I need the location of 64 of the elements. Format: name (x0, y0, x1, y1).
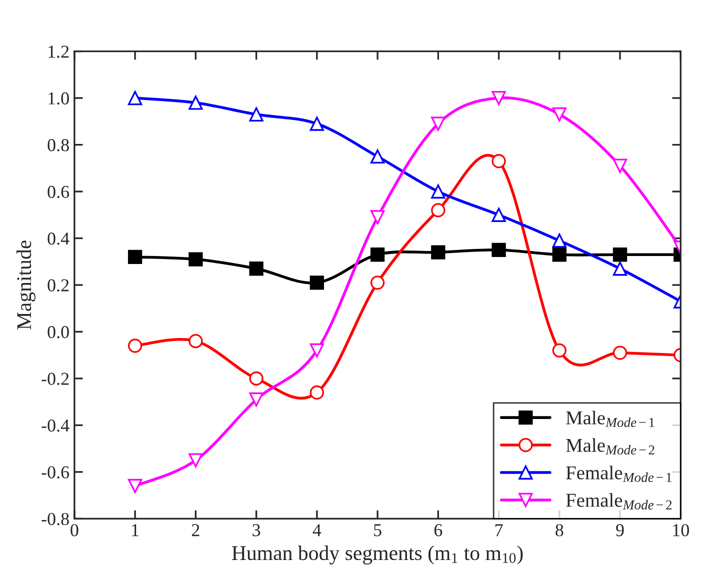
point (431, 245, 446, 260)
y-tick-label: 0.6 (48, 186, 70, 198)
legend-label: Male$_{Mode−1}$ (566, 410, 654, 428)
x-tick-label: 1 (132, 524, 138, 536)
point (188, 96, 203, 110)
point (431, 116, 446, 131)
point (431, 203, 446, 218)
point (249, 371, 264, 386)
point (552, 234, 566, 248)
x-tick-label: 8 (556, 524, 564, 536)
y-tick-label: 0.4 (48, 232, 70, 245)
point (310, 343, 324, 358)
point (612, 158, 628, 173)
point (249, 392, 264, 407)
y-tick-label: 1.2 (48, 46, 69, 58)
y-tick-label: 0.2 (48, 279, 69, 292)
x-axis-title: Human body segments (m$_{1}$ to m$_{10}$) (232, 545, 523, 564)
point (552, 248, 566, 262)
point (492, 154, 506, 168)
x-tick-label: 7 (495, 524, 503, 536)
point (612, 248, 628, 262)
point (431, 184, 446, 199)
y-tick-label: 0.0 (48, 326, 69, 338)
x-tick-label: 5 (374, 524, 382, 536)
point (370, 248, 385, 262)
point (310, 385, 324, 400)
x-tick-label: 0 (70, 524, 78, 536)
point (612, 346, 628, 360)
point (492, 208, 506, 222)
y-tick-label: 0.8 (48, 139, 69, 152)
point (128, 478, 142, 494)
y-axis-title: Magnitude (16, 240, 36, 330)
point (552, 107, 566, 122)
y-tick-label: -0.8 (42, 512, 69, 526)
x-tick-label: 4 (312, 524, 322, 536)
point (552, 343, 566, 358)
y-tick-label: -0.6 (42, 466, 70, 478)
y-tick-label: 1.0 (48, 92, 69, 105)
point (370, 210, 385, 224)
x-tick-label: 3 (252, 524, 260, 536)
point (370, 276, 385, 290)
point (128, 250, 142, 264)
point (128, 338, 142, 353)
point (128, 90, 142, 106)
point (188, 334, 203, 348)
point (188, 453, 203, 468)
x-tick-label: 10 (673, 524, 689, 536)
legend-label: Female$_{Mode−2}$ (566, 493, 672, 510)
point (249, 107, 264, 122)
x-tick-label: 2 (192, 524, 200, 536)
y-tick-label: -0.4 (42, 419, 70, 432)
legend-label: Male$_{Mode−2}$ (566, 438, 654, 455)
x-tick-label: 6 (434, 524, 442, 536)
point (249, 262, 264, 276)
point (370, 149, 385, 164)
point (310, 276, 324, 290)
point (310, 116, 324, 131)
point (492, 90, 506, 106)
point (612, 262, 628, 276)
x-tick-label: 9 (616, 524, 624, 536)
point (492, 242, 506, 258)
point (188, 252, 203, 266)
y-tick-label: -0.2 (42, 372, 69, 385)
legend-label: Female$_{Mode−1}$ (566, 466, 672, 482)
